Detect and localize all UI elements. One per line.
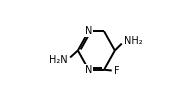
Text: F: F: [114, 66, 120, 76]
Text: N: N: [85, 65, 92, 75]
Text: N: N: [85, 26, 92, 36]
Text: NH₂: NH₂: [124, 36, 143, 46]
Text: H₂N: H₂N: [49, 55, 68, 65]
